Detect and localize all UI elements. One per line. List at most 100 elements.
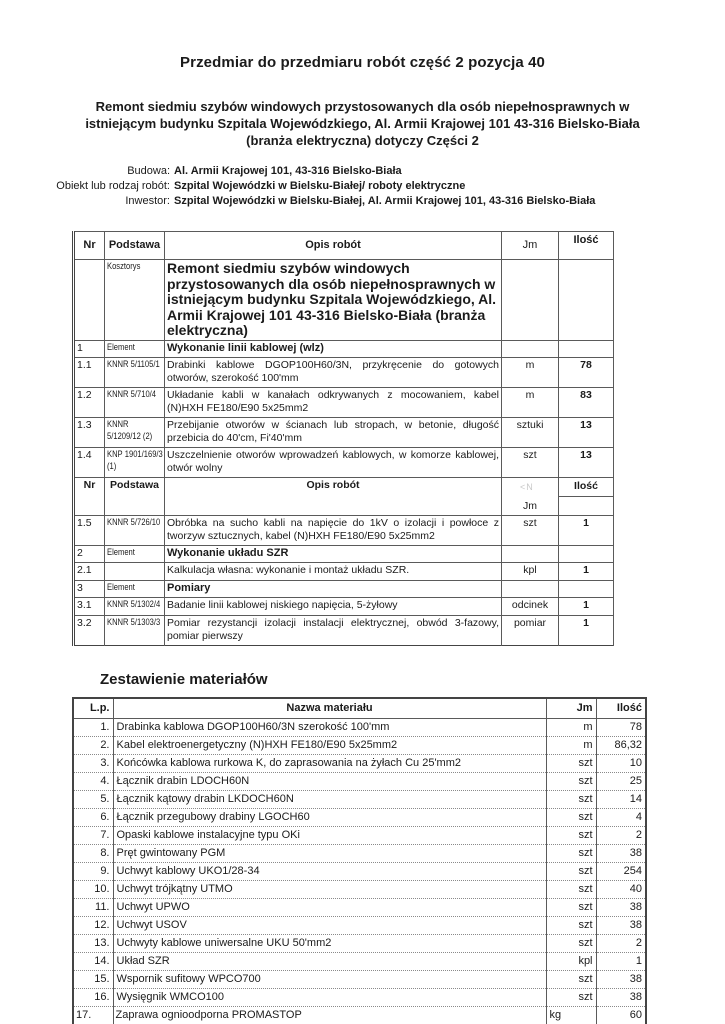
info-label: Obiekt lub rodzaj robót:: [56, 180, 170, 192]
cell-jm: szt: [545, 861, 597, 880]
cell-jm: szt: [545, 825, 597, 844]
cell-jm: szt: [545, 915, 597, 934]
cell-opis: Drabinki kablowe DGOP100H60/3N, przykręc…: [164, 356, 502, 388]
cell-nazwa: Pręt gwintowany PGM: [112, 843, 547, 862]
header-lp: L.p.: [72, 697, 114, 719]
project-info-block: Budowa: Al. Armii Krajowej 101, 43-316 B…: [0, 164, 725, 209]
cell-nr: 2.1: [73, 561, 105, 581]
cell-jm: szt: [501, 446, 559, 478]
cell-nazwa: Kabel elektroenergetyczny (N)HXH FE180/E…: [112, 735, 547, 754]
cell-opis: Wykonanie układu SZR: [164, 544, 502, 563]
cell-jm: [501, 259, 559, 341]
cell-ilosc: 1: [595, 951, 647, 970]
cell-podstawa: Element: [107, 341, 135, 353]
cell-nazwa: Uchwyty kablowe uniwersalne UKU 50'mm2: [112, 933, 547, 952]
cell-nazwa: Uchwyt USOV: [112, 915, 547, 934]
info-row-obiekt: Obiekt lub rodzaj robót: Szpital Wojewód…: [0, 179, 725, 194]
cell-ilosc: 86,32: [595, 735, 647, 754]
cell-nazwa: Uchwyt kablowy UKO1/28-34: [112, 861, 547, 880]
cell-opis: Badanie linii kablowej niskiego napięcia…: [164, 596, 502, 616]
info-value: Szpital Wojewódzki w Bielsku-Białej, Al.…: [174, 195, 596, 207]
cell-nr: 1.2: [73, 386, 105, 418]
cell-nazwa: Zaprawa ognioodporna PROMASTOP: [112, 1005, 547, 1024]
material-row: 10. Uchwyt trójkątny UTMO szt 40: [72, 879, 647, 898]
header-nr: Nr: [73, 476, 105, 516]
cell-lp: 1.: [72, 718, 114, 736]
cell-opis: Pomiary: [164, 579, 502, 598]
cell-ilosc: 14: [595, 789, 647, 808]
material-row: 8. Pręt gwintowany PGM szt 38: [72, 843, 647, 862]
cell-ilosc: 25: [595, 771, 647, 790]
header-opis: Opis robót: [164, 476, 502, 516]
cell-jm: pomiar: [501, 614, 559, 646]
cell-podstawa: KNNR 5/726/10: [107, 516, 161, 528]
info-value: Al. Armii Krajowej 101, 43-316 Bielsko-B…: [174, 165, 402, 177]
material-row: 13. Uchwyty kablowe uniwersalne UKU 50'm…: [72, 933, 647, 952]
materials-section-title: Zestawienie materiałów: [100, 670, 268, 688]
cell-nazwa: Końcówka kablowa rurkowa K, do zaprasowa…: [112, 753, 547, 772]
cell-jm: m: [545, 718, 597, 736]
cell-ilosc: 10: [595, 753, 647, 772]
cell-jm: szt: [545, 789, 597, 808]
header-jm: Jm: [523, 499, 537, 512]
cell-ilosc: [558, 544, 614, 563]
cell-ilosc: 1: [558, 614, 614, 646]
cell-lp: 11.: [72, 897, 114, 916]
cell-opis: Obróbka na sucho kabli na napięcie do 1k…: [164, 514, 502, 546]
cell-lp: 9.: [72, 861, 114, 880]
cell-nazwa: Uchwyt trójkątny UTMO: [112, 879, 547, 898]
cell-jm: szt: [545, 807, 597, 826]
cell-nr: 2: [73, 544, 105, 563]
works-row-2-1: 2.1 Kalkulacja własna: wykonanie i monta…: [73, 561, 614, 581]
header-jm: Jm: [501, 231, 559, 260]
cell-podstawa: Element: [107, 546, 135, 558]
cell-jm: odcinek: [501, 596, 559, 616]
cell-jm: m: [501, 386, 559, 418]
cell-nazwa: Uchwyt UPWO: [112, 897, 547, 916]
cell-opis: Wykonanie linii kablowej (wlz): [164, 339, 502, 358]
info-row-inwestor: Inwestor: Szpital Wojewódzki w Bielsku-B…: [0, 194, 725, 209]
cell-jm: m: [501, 356, 559, 388]
cell-ilosc: 38: [595, 987, 647, 1006]
cell-lp: 17.: [72, 1005, 114, 1024]
cell-nazwa: Opaski kablowe instalacyjne typu OKi: [112, 825, 547, 844]
project-subtitle: Remont siedmiu szybów windowych przystos…: [85, 99, 640, 148]
info-row-budowa: Budowa: Al. Armii Krajowej 101, 43-316 B…: [0, 164, 725, 179]
material-row: 11. Uchwyt UPWO szt 38: [72, 897, 647, 916]
cell-jm: szt: [545, 843, 597, 862]
material-row: 7. Opaski kablowe instalacyjne typu OKi …: [72, 825, 647, 844]
cell-jm: m: [545, 735, 597, 754]
cell-opis: Układanie kabli w kanałach odkrywanych z…: [164, 386, 502, 418]
cell-jm: szt: [545, 753, 597, 772]
cell-podstawa: Element: [107, 581, 135, 593]
info-value: Szpital Wojewódzki w Bielsku-Białej/ rob…: [174, 180, 466, 192]
cell-jm: kpl: [501, 561, 559, 581]
cell-jm: szt: [545, 969, 597, 988]
cell-nazwa: Układ SZR: [112, 951, 547, 970]
cell-nazwa: Łącznik kątowy drabin LKDOCH60N: [112, 789, 547, 808]
header-jm: Jm: [545, 697, 597, 719]
header-ilosc: Ilość: [559, 478, 613, 497]
cell-ilosc: 60: [595, 1005, 647, 1024]
works-row-element-3: 3 Element Pomiary: [73, 579, 614, 598]
cell-jm: kpl: [545, 951, 597, 970]
cell-lp: 15.: [72, 969, 114, 988]
cell-ilosc: 78: [595, 718, 647, 736]
header-podstawa: Podstawa: [104, 231, 165, 260]
cell-lp: 8.: [72, 843, 114, 862]
works-row-element-1: 1 Element Wykonanie linii kablowej (wlz): [73, 339, 614, 358]
cell-ilosc: 83: [558, 386, 614, 418]
cell-podstawa: KNNR 5/1105/1: [107, 358, 160, 370]
cell-lp: 10.: [72, 879, 114, 898]
cell-opis: Kalkulacja własna: wykonanie i montaż uk…: [164, 561, 502, 581]
cell-ilosc: 13: [558, 446, 614, 478]
material-row: 9. Uchwyt kablowy UKO1/28-34 szt 254: [72, 861, 647, 880]
cell-nr: 1.1: [73, 356, 105, 388]
cell-nazwa: Wspornik sufitowy WPCO700: [112, 969, 547, 988]
materials-table-header: L.p. Nazwa materiału Jm Ilość: [72, 697, 647, 719]
cell-ilosc: 78: [558, 356, 614, 388]
cell-jm: sztuki: [501, 416, 559, 448]
header-ilosc: Ilość: [595, 697, 647, 719]
cell-nr: 1.4: [73, 446, 105, 478]
page-title: Przedmiar do przedmiaru robót część 2 po…: [180, 54, 545, 71]
